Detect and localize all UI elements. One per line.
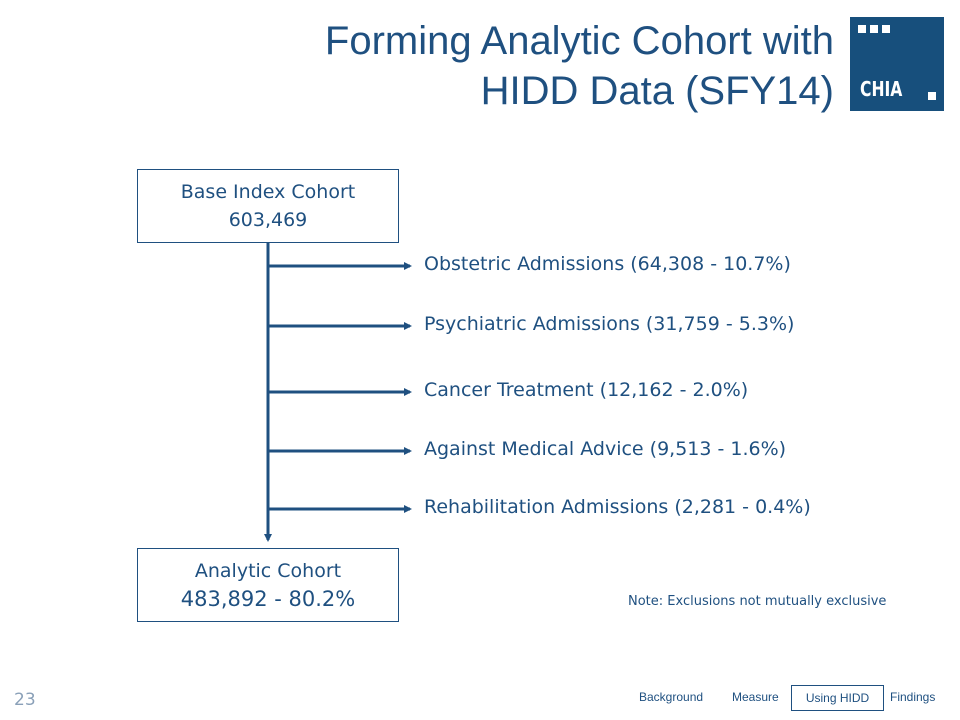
nav-measure[interactable]: Measure — [732, 690, 779, 704]
slide-title: Forming Analytic Cohort with HIDD Data (… — [134, 16, 834, 116]
analytic-cohort-value: 483,892 - 80.2% — [180, 587, 356, 611]
analytic-cohort-label: Analytic Cohort — [194, 560, 342, 582]
exclusion-note: Note: Exclusions not mutually exclusive — [628, 594, 887, 609]
nav-using-hidd[interactable]: Using HIDD — [791, 685, 884, 711]
logo-word: CHIA — [860, 77, 903, 101]
analytic-cohort-box: Analytic Cohort 483,892 - 80.2% — [137, 548, 399, 622]
exclusion-psychiatric: Psychiatric Admissions (31,759 - 5.3%) — [424, 313, 795, 335]
exclusion-ama: Against Medical Advice (9,513 - 1.6%) — [424, 438, 787, 460]
base-cohort-label: Base Index Cohort — [180, 181, 356, 203]
title-line-2: HIDD Data (SFY14) — [480, 69, 834, 113]
slide-number: 23 — [14, 690, 36, 710]
logo-period-icon — [928, 92, 936, 100]
exclusion-cancer: Cancer Treatment (12,162 - 2.0%) — [424, 379, 749, 401]
exclusion-rehabilitation: Rehabilitation Admissions (2,281 - 0.4%) — [424, 496, 811, 518]
chia-logo: CHIA — [850, 17, 944, 111]
exclusion-obstetric: Obstetric Admissions (64,308 - 10.7%) — [424, 253, 791, 275]
nav-background[interactable]: Background — [639, 690, 704, 704]
logo-dots-icon — [858, 25, 890, 33]
base-cohort-box: Base Index Cohort 603,469 — [137, 169, 399, 243]
title-line-1: Forming Analytic Cohort with — [324, 19, 834, 63]
base-cohort-value: 603,469 — [228, 209, 308, 231]
nav-findings[interactable]: Findings — [890, 690, 936, 704]
